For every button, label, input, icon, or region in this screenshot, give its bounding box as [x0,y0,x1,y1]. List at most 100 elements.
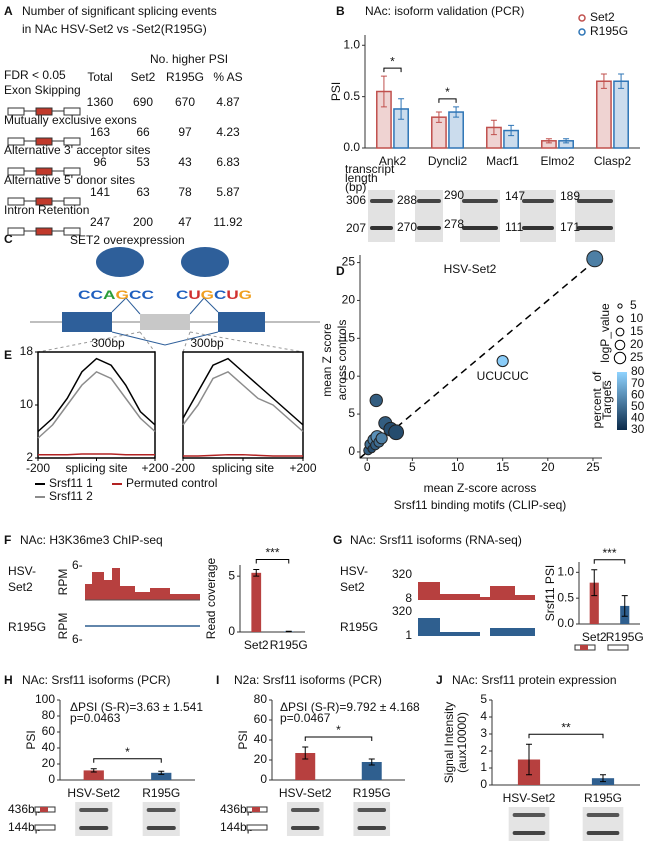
panel-letter: H [4,673,13,687]
gel-size-label: 144bp [8,820,42,834]
significance-bracket [528,733,604,739]
legend-title: Targets [600,380,614,419]
event-glyph [35,137,53,146]
y-tick-label: 10 [20,397,34,411]
y-tick-label: 5 [348,406,355,420]
y-tick-label: 0.5 [557,590,574,604]
x-tick-label: 15 [496,460,510,474]
cell: 163 [90,125,110,139]
logo-letter: A [103,288,116,302]
sample-label: Set2 [8,580,33,594]
logo-letter: G [239,288,252,302]
track-scale: 320 [392,567,412,581]
x-tick-label: Elmo2 [540,154,574,168]
y-axis-label: (aux10000) [455,712,469,773]
y-tick-label: 5 [228,568,235,582]
error-bar [600,73,607,89]
isoform-icon [246,824,268,831]
y-tick-label: 100 [35,692,55,706]
y-tick-label: 25 [342,255,356,269]
cell: 97 [178,125,192,139]
bar [251,572,262,632]
cell: 690 [133,95,153,109]
x-tick-label: 0 [364,460,371,474]
x-tick-label: splicing site [65,461,127,475]
x-tick-label: R195G [353,786,391,800]
chart-title: NAc: H3K36me3 ChIP-seq [20,533,163,547]
bar [83,770,104,780]
legend-label: Permuted control [126,476,217,490]
isoform-icon [34,824,56,831]
significance-bracket [438,98,457,103]
x-tick-label: R195G [142,786,180,800]
colorbar-label: 80 [631,364,645,378]
y-axis-label: Read coverage [204,557,218,639]
gel-band [146,826,176,830]
error-bar [435,111,442,123]
panel-letter: D [336,264,345,278]
cell: 6.83 [216,155,240,169]
chart-title: NAc: isoform validation (PCR) [365,4,524,18]
panel-letter: G [333,533,342,547]
error-bar [490,119,497,136]
annotation: ΔPSI (S-R)=9.792 ± 4.168 [280,700,420,714]
gel-band [462,226,498,230]
panel-title: SET2 overexpression [70,233,185,247]
x-tick-label: HSV-Set2 [279,786,332,800]
column-header: Total [87,70,112,84]
y-tick-label: 0.5 [343,89,360,103]
row-name: Alternative 3' acceptor sites [4,143,150,157]
cell: 141 [90,185,110,199]
legend-label: 20 [630,337,644,351]
colorbar-label: 30 [631,422,645,436]
track-scale: 6- [72,632,83,646]
error-bar [253,568,260,577]
chart-title: NAc: Srsf11 protein expression [452,673,617,687]
bar [295,753,316,780]
cell: 4.23 [216,125,240,139]
plot-frame [182,351,304,459]
gel-size-label: 288 [397,193,417,207]
y-tick-label: 20 [342,293,356,307]
y-tick-label: 0.0 [557,616,574,630]
event-glyph [63,107,81,116]
bar [613,80,629,149]
legend-title: percent_of [590,371,604,428]
gel-band [522,199,554,203]
gel-title: transcript [345,162,395,176]
gel-band [79,826,109,830]
chip-track [85,568,200,627]
gel-size-label: 436bp [220,802,254,816]
track-scale: 1 [405,628,412,642]
filter-label: FDR < 0.05 [4,68,66,82]
event-glyph [35,107,53,116]
gel-band [357,808,387,812]
column-header: Set2 [131,70,156,84]
error-bar [90,768,97,773]
gel-size-label: 111 [505,220,524,234]
y-tick-label: 20 [254,752,268,766]
significance-bracket [383,67,402,73]
gel-size-label: 290 [444,188,464,202]
bar [151,772,172,780]
x-tick-label: 10 [451,460,465,474]
y-tick-label: 40 [42,740,56,754]
cell: 5.87 [216,185,240,199]
gel-title: (bp) [345,180,366,194]
colorbar [617,372,627,430]
track-scale: 320 [392,604,412,618]
gel-band [417,199,441,203]
event-glyph [63,227,81,236]
legend-label: 5 [630,298,637,312]
gel-lane [575,190,615,242]
chart-title: NAc: Srsf11 isoforms (RNA-seq) [350,533,522,547]
gel-lane [368,190,395,242]
y-tick-label: 4 [480,709,487,723]
significance-bracket [304,736,373,741]
x-tick-label: -200 [171,461,195,475]
cell: 200 [133,215,153,229]
y-tick-label: 2 [26,450,33,464]
logo-letter: G [201,288,214,302]
